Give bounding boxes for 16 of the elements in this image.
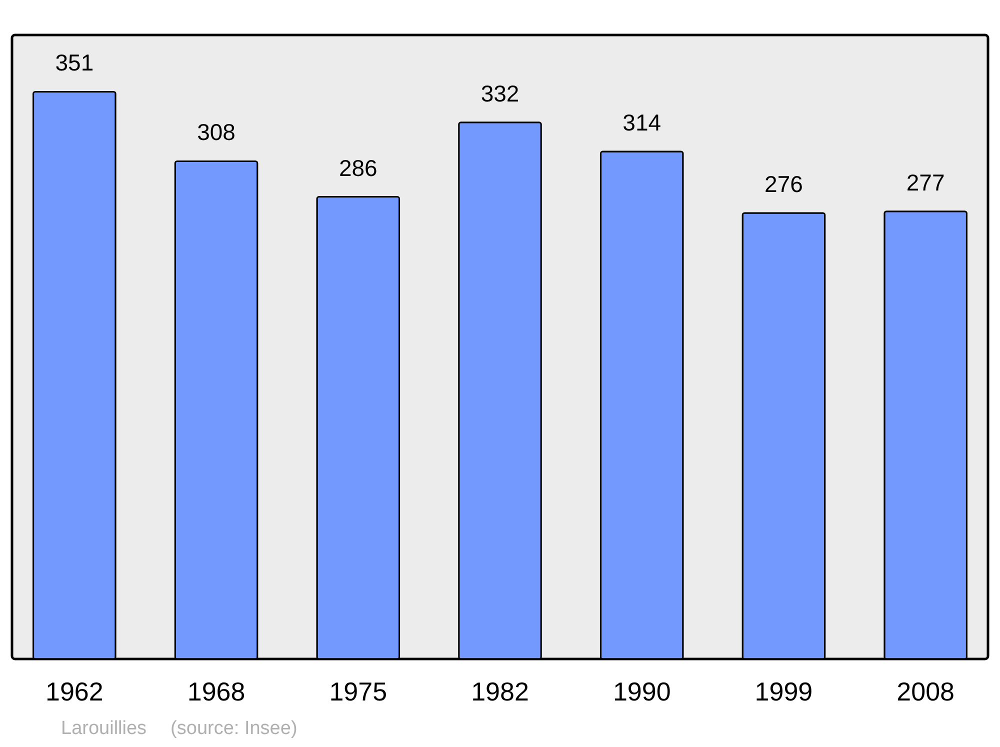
x-tick-label: 2008	[896, 676, 955, 706]
x-tick-label: 1982	[471, 676, 529, 706]
x-tick-label: 1999	[754, 676, 813, 706]
data-label: 332	[480, 80, 520, 106]
data-label: 351	[55, 50, 94, 76]
x-tick-label: 1962	[45, 676, 104, 706]
x-tick-label: 1990	[612, 676, 671, 706]
data-label: 308	[197, 119, 236, 146]
data-label: 276	[764, 170, 803, 197]
data-label: 277	[906, 169, 945, 196]
text: Larouillies	[61, 718, 147, 739]
data-label: 314	[622, 110, 662, 136]
x-tick-label: 1975	[329, 676, 388, 706]
x-tick-label: 1968	[187, 676, 246, 706]
data-label: 286	[338, 154, 378, 181]
text: (source: Insee)	[170, 718, 298, 739]
